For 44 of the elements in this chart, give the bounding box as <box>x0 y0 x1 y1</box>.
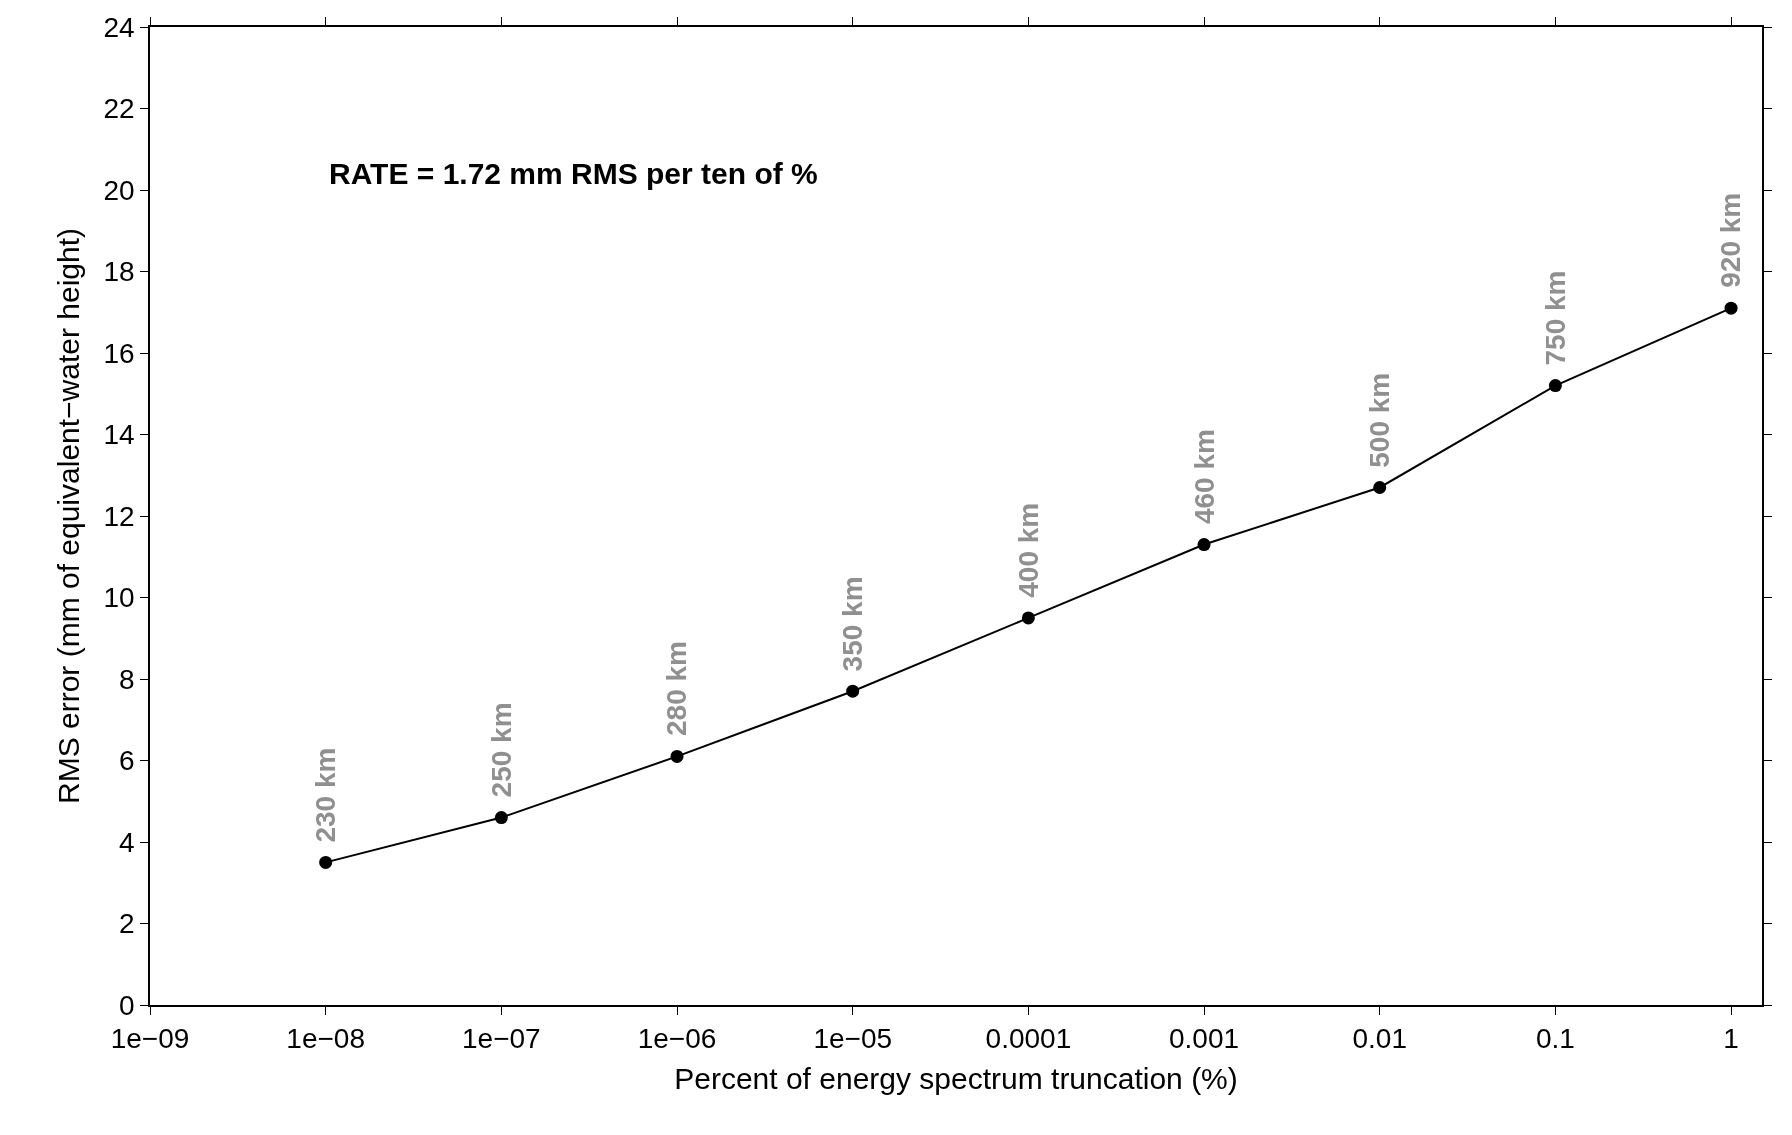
point <box>670 749 684 763</box>
annotation: RATE = 1.72 mm RMS per ten of % <box>329 157 818 190</box>
annotation: 230 km <box>309 747 341 843</box>
annotation: 280 km <box>661 640 693 736</box>
y-tick-label: 12 <box>103 500 135 532</box>
annotation: 460 km <box>1189 429 1221 525</box>
x-axis-title: Percent of energy spectrum truncation (%) <box>674 1062 1238 1096</box>
y-tick-label: 4 <box>119 826 135 858</box>
x-tick-label: 1e−05 <box>813 1023 893 1055</box>
y-tick-label: 10 <box>103 582 135 614</box>
y-tick-label: 14 <box>103 419 135 451</box>
x-tick-label: 1 <box>1723 1023 1739 1055</box>
y-tick-label: 0 <box>119 989 135 1021</box>
y-tick-label: 24 <box>103 11 135 43</box>
x-tick-label: 0.0001 <box>985 1023 1072 1055</box>
y-axis-title: RMS error (mm of equivalent−water height) <box>51 227 85 805</box>
annotation: 250 km <box>486 702 518 798</box>
x-tick-label: 0.01 <box>1352 1023 1407 1055</box>
y-tick-label: 16 <box>103 337 135 369</box>
point <box>1197 538 1211 552</box>
y-tick-label: 22 <box>103 93 135 125</box>
point <box>846 684 860 698</box>
annotation: 500 km <box>1363 372 1395 468</box>
x-tick-label: 0.1 <box>1535 1023 1575 1055</box>
point <box>494 811 508 825</box>
annotation: 750 km <box>1540 270 1572 366</box>
x-tick-label: 0.001 <box>1169 1023 1240 1055</box>
annotation: 920 km <box>1715 192 1747 288</box>
y-tick-label: 8 <box>119 663 135 695</box>
y-tick-label: 6 <box>119 745 135 777</box>
point <box>319 855 333 869</box>
point <box>1373 480 1387 494</box>
y-tick-label: 18 <box>103 256 135 288</box>
point <box>1724 301 1738 315</box>
annotation: 350 km <box>836 576 868 672</box>
x-tick-label: 1e−09 <box>110 1023 190 1055</box>
point <box>1548 379 1562 393</box>
x-tick-label: 1e−08 <box>286 1023 365 1055</box>
x-tick-label: 1e−06 <box>637 1023 717 1055</box>
point <box>1021 611 1035 625</box>
y-tick-label: 20 <box>103 174 135 206</box>
y-tick-label: 2 <box>119 908 135 940</box>
annotation: 400 km <box>1012 502 1044 598</box>
x-tick-label: 1e−07 <box>462 1023 541 1055</box>
